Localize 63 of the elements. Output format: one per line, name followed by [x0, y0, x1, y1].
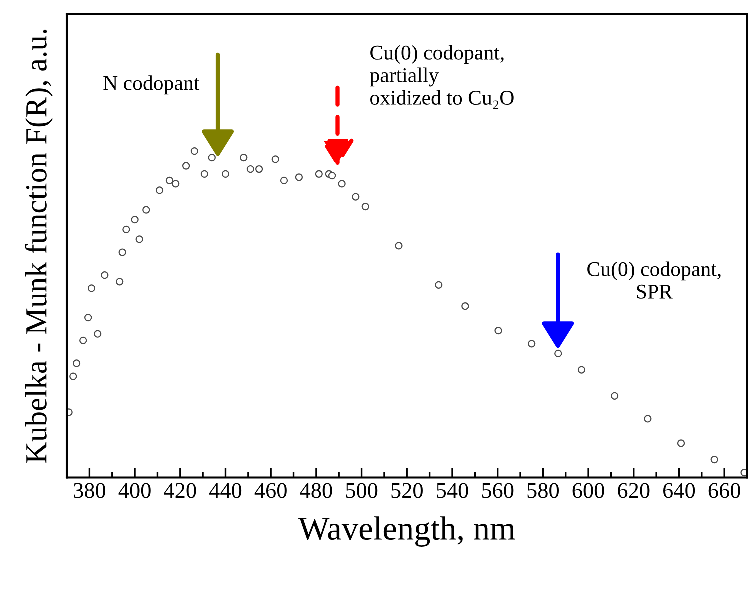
point [142, 206, 150, 214]
point [710, 456, 718, 464]
x-tick-label: 480 [300, 483, 332, 498]
point [528, 340, 536, 348]
point [328, 172, 336, 180]
point [136, 236, 144, 244]
text: Cu(0) codopant, partially oxidized to Cu₂O [370, 45, 514, 110]
point [70, 372, 78, 380]
x-tick-label: 620 [618, 483, 650, 498]
point [677, 440, 686, 448]
x-tick-label: 400 [118, 483, 151, 498]
x-tick-label: 560 [482, 483, 514, 498]
point [280, 176, 288, 184]
x-axis-title: Wavelength, nm [298, 516, 516, 547]
x-tick-label: 380 [74, 483, 106, 498]
point [295, 174, 304, 182]
point [122, 226, 130, 234]
point [462, 302, 470, 310]
point [578, 366, 586, 374]
point [338, 180, 346, 188]
point [166, 176, 174, 184]
text: N codopant [104, 76, 200, 95]
x-tick-label: 660 [708, 483, 740, 498]
point [190, 147, 198, 156]
point [172, 180, 180, 188]
point [200, 170, 208, 178]
point [611, 392, 619, 400]
point [246, 165, 254, 174]
point [80, 336, 88, 344]
point [156, 186, 164, 194]
point [435, 281, 443, 289]
x-tick-label: 420 [164, 483, 196, 498]
point [352, 193, 360, 201]
point [118, 248, 126, 256]
point [362, 202, 370, 211]
y-axis-title: Kubelka - Munk function F(R), a.u. [25, 30, 54, 464]
point [395, 242, 403, 250]
x-tick-label: 520 [392, 483, 423, 498]
point [182, 162, 190, 170]
x-tick-label: 540 [437, 483, 468, 498]
x-tick-label: 500 [346, 483, 378, 498]
point [94, 330, 102, 338]
x-tick-label: 460 [254, 483, 287, 498]
point [315, 170, 323, 178]
point [272, 156, 280, 164]
annotation: Cu(0) codopant, SPR [588, 262, 721, 299]
point [208, 154, 216, 162]
point [644, 415, 652, 423]
x-tick-label: 580 [528, 483, 559, 498]
point [240, 154, 248, 162]
point [116, 278, 124, 286]
point [494, 327, 502, 335]
point [88, 284, 96, 292]
point [554, 350, 562, 358]
point [84, 314, 92, 322]
point [101, 272, 109, 280]
point [72, 360, 81, 368]
x-tick-label: 600 [572, 483, 604, 498]
point [131, 216, 139, 224]
point [222, 170, 230, 178]
point [255, 165, 264, 174]
x-tick-label: 440 [210, 483, 242, 498]
x-tick-label: 640 [664, 483, 696, 498]
